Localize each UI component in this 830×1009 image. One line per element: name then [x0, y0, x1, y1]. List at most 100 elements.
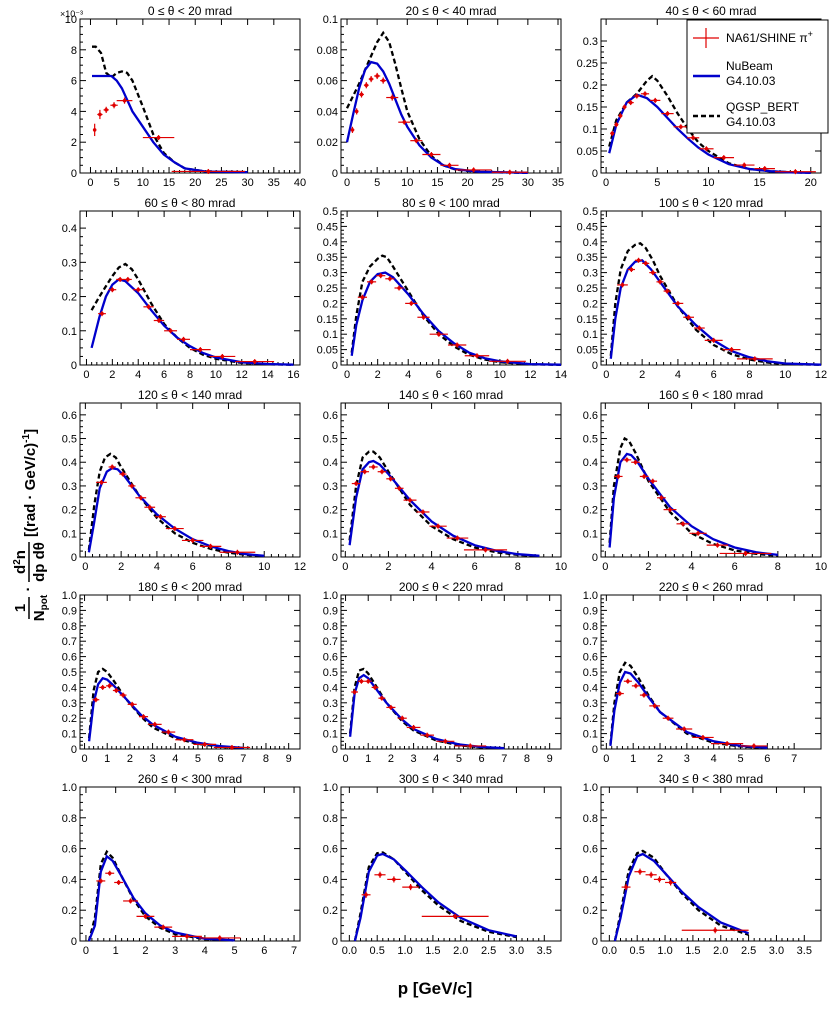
panel-9-xtick-label: 7	[240, 753, 246, 765]
panel-2-point-13	[734, 162, 755, 168]
panel-2-point-15-marker	[793, 169, 798, 174]
panel-3-ytick-label: 0	[71, 360, 77, 372]
panel-3-xtick-label: 2	[109, 369, 115, 381]
panel-11-point-3	[639, 692, 648, 698]
panel-14-xtick-label: 0.5	[630, 945, 645, 957]
panel-3-point-2	[116, 276, 124, 282]
panel-4-point-9-marker	[475, 353, 479, 358]
panel-5-point-6-marker	[665, 289, 669, 293]
panel-12-ytick-label: 0.6	[62, 844, 77, 856]
panel-1-point-2	[359, 91, 364, 98]
panel-2-point-2	[618, 113, 623, 119]
panel-6-ytick-label: 0.4	[62, 457, 77, 469]
panel-8-ytick-label: 0.5	[583, 434, 598, 446]
panel-9-nubeam-curve	[87, 676, 244, 750]
panel-14-point-0	[621, 884, 631, 891]
panel-5-point-5-marker	[658, 280, 662, 284]
panel-10-point-0	[351, 689, 359, 695]
panel-2-ytick-label: 0.2	[583, 80, 598, 92]
panel-5-ytick-label: 0.2	[583, 298, 598, 310]
panel-3-point-7	[164, 328, 178, 334]
panel-4-point-4	[394, 285, 404, 291]
panel-11-ytick-label: 0.3	[583, 698, 598, 710]
panel-5-point-7	[672, 300, 684, 306]
panel-9-ytick-label: 0.7	[62, 636, 77, 648]
panel-11-qgsp-curve	[609, 661, 768, 750]
ylabel-frac-num: 1	[12, 604, 29, 612]
panel-4-xtick-label: 12	[524, 369, 536, 381]
panel-7-xtick-label: 10	[555, 561, 567, 573]
panel-3-xtick-label: 6	[161, 369, 167, 381]
panel-11-point-7-marker	[701, 735, 705, 740]
panel-12-point-1-marker	[107, 871, 112, 876]
panel-6-point-1-marker	[110, 465, 114, 469]
y-axis-label: 1 Npot · d2n dp dθ [(rad · GeV/c)-1]	[12, 429, 50, 621]
panel-6-point-7-marker	[172, 526, 177, 531]
panel-5-ytick-label: 0.35	[577, 252, 598, 264]
panel-2-point-9-marker	[679, 125, 683, 129]
panel-10-xtick-label: 8	[524, 753, 530, 765]
panel-3-point-10-marker	[220, 354, 225, 359]
panel-10-xtick-label: 4	[433, 753, 439, 765]
panel-6-point-3	[128, 483, 136, 489]
panel-13-xtick-label: 3.5	[537, 945, 552, 957]
panel-5-point-2	[634, 257, 643, 263]
panel-2-point-3-marker	[622, 105, 627, 109]
panel-3-point-1	[108, 287, 117, 293]
panel-11-ytick-label: 0.6	[583, 652, 598, 664]
panel-6-point-2-marker	[121, 472, 125, 476]
panel-4-point-1	[366, 279, 377, 285]
panel-4-point-9	[464, 353, 490, 359]
ylabel-frac-den: Npot	[31, 594, 50, 621]
panel-12-xtick-label: 5	[232, 945, 238, 957]
panel-2: 40 ≤ θ < 60 mrad 0 5 10 15 20 0 0.05 0.1 0.15 0.2 0…	[577, 4, 822, 189]
panel-3-xtick-label: 8	[187, 369, 193, 381]
panel-13-point-2-marker	[392, 877, 396, 882]
panel-0-title: 0 ≤ θ < 20 mrad	[148, 4, 232, 18]
panel-3-point-9-marker	[198, 347, 203, 352]
panel-5-point-4	[649, 270, 657, 276]
panel-0-point-5-marker	[156, 135, 161, 140]
panel-4-point-3	[385, 276, 395, 282]
panel-12-point-2-marker	[116, 880, 121, 885]
panel-5: 100 ≤ θ < 120 mrad 0 2 4 6 8 10 12 0 0.05 0.1 0.15 0…	[577, 196, 828, 381]
panel-1-point-11	[440, 162, 459, 168]
panel-9-xtick-label: 1	[104, 753, 110, 765]
panel-10-point-7-marker	[411, 725, 416, 730]
panel-1-xtick-label: 35	[552, 177, 564, 189]
panel-4-point-10	[489, 358, 526, 364]
panel-10-ytick-label: 0.8	[323, 621, 338, 633]
panel-14-xtick-label: 2.5	[741, 945, 756, 957]
panel-2-point-4	[627, 100, 634, 106]
panel-5-point-10	[704, 337, 723, 343]
panel-12-point-7-marker	[217, 936, 222, 940]
panel-2-point-0-marker	[610, 131, 615, 136]
panel-11-point-4-marker	[652, 704, 657, 708]
panel-5-point-3-marker	[643, 261, 648, 266]
panel-12-xtick-label: 7	[291, 945, 297, 957]
panel-4-point-1-marker	[369, 280, 374, 284]
panel-14-point-3-marker	[657, 877, 662, 882]
panel-3-point-6-marker	[157, 318, 161, 323]
panel-10-xtick-label: 5	[456, 753, 462, 765]
panel-8-ytick-label: 0.1	[583, 528, 598, 540]
panel-2-xtick-label: 20	[805, 177, 817, 189]
panel-1-point-6-marker	[381, 78, 385, 83]
panel-11-ytick-label: 0.1	[583, 729, 598, 741]
panel-6-point-9	[199, 543, 222, 549]
ylabel-dpdtheta: dp dθ	[31, 542, 48, 582]
panel-14-xtick-label: 1.5	[685, 945, 700, 957]
panel-7-point-1	[360, 469, 370, 475]
panel-9-xtick-label: 6	[218, 753, 224, 765]
panel-6-ytick-label: 0	[71, 552, 77, 564]
panel-3-frame	[79, 210, 301, 366]
panel-0-point-6-marker	[206, 169, 211, 174]
panels: 0 ≤ θ < 20 mrad×10⁻³0 5 10 15 20 25 30 35 400246…	[60, 4, 827, 957]
panel-7-xtick-label: 0	[342, 561, 348, 573]
panel-2-ytick-label: 0.1	[583, 124, 598, 136]
panel-4-qgsp-curve	[350, 254, 562, 366]
panel-3-point-11-marker	[252, 359, 257, 364]
panel-2-point-5-marker	[635, 94, 639, 98]
panel-12-point-2	[114, 879, 124, 885]
panel-0-point-0-marker	[92, 128, 97, 132]
